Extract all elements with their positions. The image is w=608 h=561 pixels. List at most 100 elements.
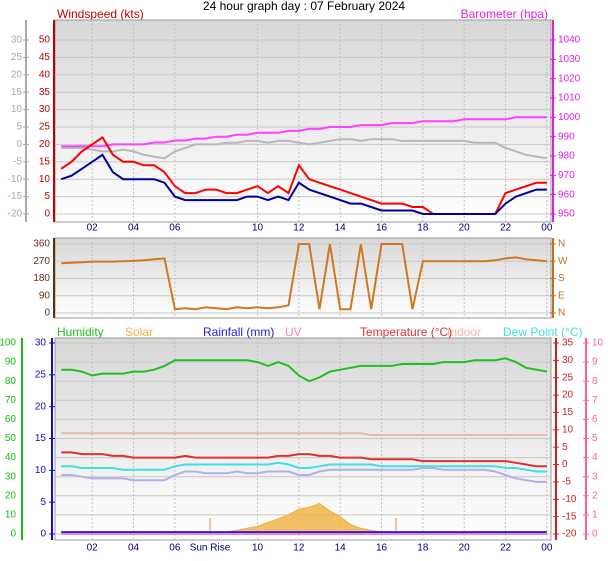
y-tick-label: 60 <box>5 414 17 425</box>
legend-entry: Indoor <box>447 325 481 339</box>
y3-tick-label: 25 <box>562 372 574 383</box>
y-tick-label: 100 <box>0 338 16 349</box>
y4-tick-label: 1 <box>592 510 598 521</box>
y-tick-label: 40 <box>5 452 17 463</box>
y2-tick-label: 0 <box>40 529 46 540</box>
y-tick-label: 10 <box>39 174 51 185</box>
x-tick-label: 06 <box>169 543 181 554</box>
x-tick-label: 12 <box>293 223 305 234</box>
y-tick-label: 35 <box>39 87 51 98</box>
y2-tick-label: 990 <box>558 131 575 142</box>
y-tick-label: 0 <box>44 308 50 319</box>
y-tick-label: 20 <box>5 490 17 501</box>
sun-label: Sun Rise <box>190 543 231 554</box>
y-tick-label: 25 <box>39 122 51 133</box>
series-line <box>61 467 547 483</box>
y3-tick-label: 5 <box>16 122 22 133</box>
x-tick-label: 22 <box>500 223 512 234</box>
x-tick-label: 12 <box>293 543 305 554</box>
y2-tick-label: 960 <box>558 189 575 200</box>
y4-tick-label: 3 <box>592 471 598 482</box>
y4-tick-label: 5 <box>592 433 598 444</box>
y3-tick-label: -10 <box>562 494 577 505</box>
y3-tick-label: -20 <box>8 209 23 220</box>
series-line <box>61 116 547 148</box>
y2-tick-label: 1000 <box>558 112 581 123</box>
series-line <box>61 138 548 160</box>
x-tick-label: 04 <box>128 223 140 234</box>
y-tick-label: 5 <box>44 191 50 202</box>
y-tick-label: 360 <box>33 239 50 250</box>
y3-tick-label: -5 <box>562 477 571 488</box>
y-tick-label: 270 <box>33 256 50 267</box>
y2-tick-label: 980 <box>558 151 575 162</box>
y-tick-label: 0 <box>10 529 16 540</box>
y2-tick-label: 25 <box>35 369 47 380</box>
x-tick-label: 00 <box>541 223 553 234</box>
x-tick-label: 16 <box>376 223 388 234</box>
y4-tick-label: 6 <box>592 414 598 425</box>
y-tick-label: 20 <box>39 139 51 150</box>
x-tick-label: 02 <box>87 543 99 554</box>
y-axis-label: Windspeed (kts) <box>57 7 144 21</box>
chart-title: 24 hour graph day : 07 February 2024 <box>203 0 405 13</box>
y3-tick-label: 10 <box>562 424 574 435</box>
y2-tick-label: 15 <box>35 433 47 444</box>
y4-tick-label: 0 <box>592 529 598 540</box>
y3-tick-label: 0 <box>16 139 22 150</box>
x-tick-label: 20 <box>459 543 471 554</box>
y3-tick-label: 35 <box>562 338 574 349</box>
x-tick-label: 06 <box>169 223 181 234</box>
y3-tick-label: 5 <box>562 442 568 453</box>
y4-tick-label: 7 <box>592 395 598 406</box>
y-tick-label: 15 <box>39 156 51 167</box>
x-tick-label: 14 <box>335 223 347 234</box>
y2-tick-label: N <box>558 308 565 319</box>
x-tick-label: 20 <box>459 223 471 234</box>
y-tick-label: 30 <box>5 471 17 482</box>
y4-tick-label: 10 <box>592 338 604 349</box>
y3-tick-label: 20 <box>562 390 574 401</box>
y2-tick-label: W <box>558 256 568 267</box>
y3-tick-label: 15 <box>11 87 23 98</box>
y3-tick-label: 10 <box>11 104 23 115</box>
y2-tick-label: 1020 <box>558 73 581 84</box>
x-tick-label: 18 <box>417 543 429 554</box>
series-line <box>61 432 547 436</box>
legend-entry: Humidity <box>57 325 104 339</box>
legend-entry: Rainfall (mm) <box>203 325 274 339</box>
legend-entry: Dew Point (°C) <box>503 325 582 339</box>
y2-tick-label: 30 <box>35 338 47 349</box>
y-tick-label: 10 <box>5 510 17 521</box>
x-tick-label: 10 <box>252 223 264 234</box>
y3-tick-label: 30 <box>562 355 574 366</box>
y4-tick-label: 9 <box>592 357 598 368</box>
y2-tick-label: N <box>558 239 565 250</box>
y3-tick-label: -10 <box>8 174 23 185</box>
y3-tick-label: 25 <box>11 52 23 63</box>
y2-tick-label: E <box>558 290 565 301</box>
y2-tick-label: 10 <box>35 465 47 476</box>
x-tick-label: 02 <box>87 223 99 234</box>
series-line <box>61 357 548 383</box>
x-tick-label: 04 <box>128 543 140 554</box>
y2-tick-label: 20 <box>35 401 47 412</box>
y-tick-label: 70 <box>5 395 17 406</box>
y-tick-label: 90 <box>39 290 51 301</box>
y4-tick-label: 4 <box>592 452 598 463</box>
y3-tick-label: 30 <box>11 35 23 46</box>
y2-tick-label: 950 <box>558 209 575 220</box>
y2-tick-label: 1030 <box>558 54 581 65</box>
legend-entry: Temperature (°C) <box>360 325 452 339</box>
x-tick-label: 14 <box>335 543 347 554</box>
x-tick-label: 16 <box>376 543 388 554</box>
y2-axis-label: Barometer (hpa) <box>461 7 548 21</box>
y-tick-label: 180 <box>33 273 50 284</box>
x-tick-label: 10 <box>252 543 264 554</box>
series-line <box>60 153 547 215</box>
y3-tick-label: -5 <box>13 156 22 167</box>
y4-tick-label: 8 <box>592 376 598 387</box>
y3-tick-label: 20 <box>11 69 23 80</box>
y-tick-label: 0 <box>44 209 50 220</box>
